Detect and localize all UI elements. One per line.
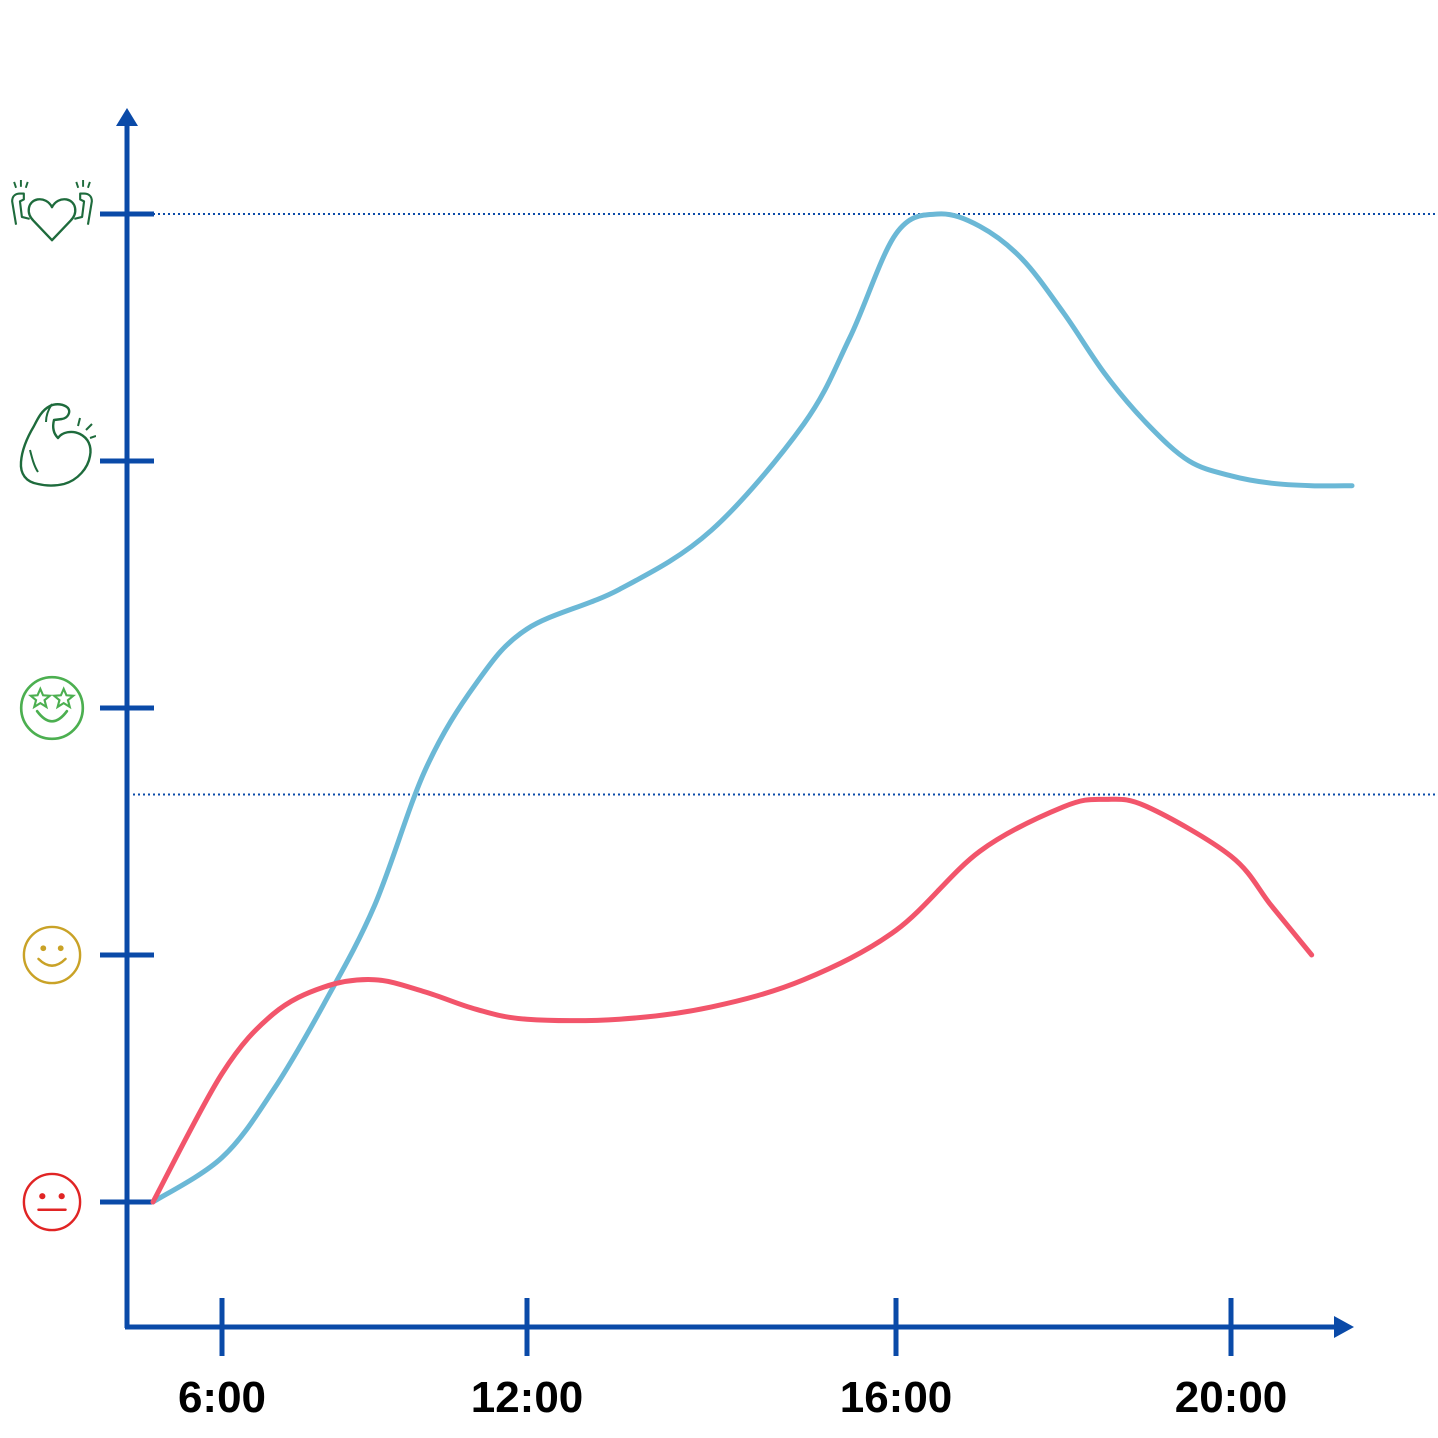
flexed-biceps-icon xyxy=(19,402,96,487)
axes xyxy=(116,108,1354,1338)
series-line-0 xyxy=(150,211,1355,1205)
x-axis-arrow xyxy=(1334,1316,1354,1338)
x-tick-label: 16:00 xyxy=(840,1373,953,1422)
y-axis-arrow xyxy=(116,108,138,126)
x-tick-label: 12:00 xyxy=(471,1373,584,1422)
neutral-face-icon xyxy=(22,1172,82,1232)
x-ticks: 6:00 12:00 16:00 20:00 xyxy=(178,1298,1287,1422)
x-tick-label: 20:00 xyxy=(1175,1373,1288,1422)
y-level-icons xyxy=(10,180,96,1232)
strong-heart-icon xyxy=(10,180,94,242)
reference-lines xyxy=(133,213,1436,796)
series-layer xyxy=(150,211,1355,1205)
star-eyes-face-icon xyxy=(19,675,85,741)
smiling-face-icon xyxy=(22,925,82,985)
y-ticks xyxy=(100,211,154,1205)
series-line-1 xyxy=(150,796,1315,1205)
x-tick-label: 6:00 xyxy=(178,1373,266,1422)
